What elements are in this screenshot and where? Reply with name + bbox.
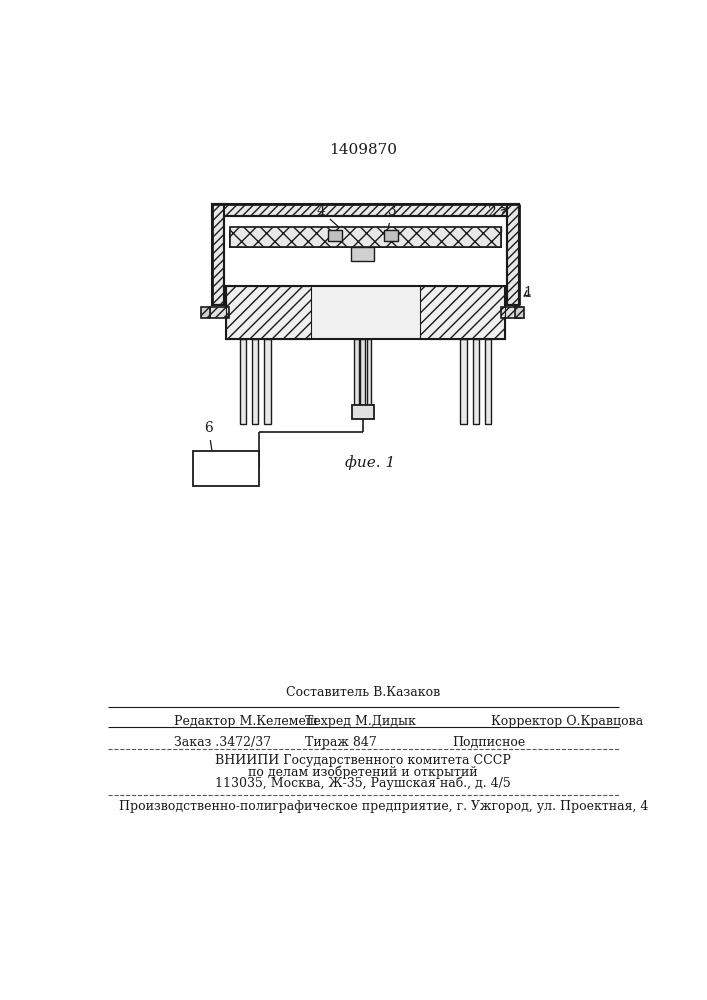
Text: Корректор О.Кравцова: Корректор О.Кравцова: [491, 715, 643, 728]
Bar: [473, 339, 479, 424]
Bar: [224, 216, 507, 305]
Bar: [230, 227, 501, 232]
Bar: [230, 227, 501, 247]
Text: 4: 4: [317, 204, 344, 232]
Text: фие. 1: фие. 1: [345, 455, 396, 470]
Text: Техред М.Дидык: Техред М.Дидык: [305, 715, 416, 728]
Bar: [211, 204, 519, 216]
Text: по делам изобретений и открытий: по делам изобретений и открытий: [248, 765, 477, 779]
Text: 1: 1: [523, 286, 532, 300]
Text: Составитель В.Казаков: Составитель В.Казаков: [286, 686, 440, 699]
Bar: [367, 339, 371, 405]
Text: ВНИИПИ Государственного комитета СССР: ВНИИПИ Государственного комитета СССР: [215, 754, 510, 767]
Bar: [226, 286, 506, 339]
Text: Производственно-полиграфическое предприятие, г. Ужгород, ул. Проектная, 4: Производственно-полиграфическое предприя…: [119, 800, 649, 813]
Bar: [193, 451, 259, 486]
Text: 6: 6: [204, 421, 219, 485]
Bar: [201, 307, 210, 318]
Bar: [230, 232, 501, 247]
Bar: [384, 230, 397, 241]
Bar: [515, 307, 524, 318]
Text: Редактор М.Келемеш: Редактор М.Келемеш: [174, 715, 317, 728]
Bar: [240, 339, 246, 424]
Bar: [361, 339, 365, 405]
Text: 1409870: 1409870: [329, 143, 397, 157]
Bar: [460, 339, 467, 424]
Bar: [264, 339, 271, 424]
Text: 3: 3: [385, 204, 397, 234]
Bar: [328, 230, 341, 241]
Text: Подписное: Подписное: [452, 736, 526, 749]
Text: 5: 5: [340, 322, 349, 336]
Text: Тираж 847: Тираж 847: [305, 736, 377, 749]
Bar: [210, 307, 230, 318]
Text: 2: 2: [487, 205, 508, 219]
Bar: [507, 204, 519, 305]
Bar: [354, 339, 359, 405]
Bar: [352, 405, 373, 419]
Bar: [420, 286, 506, 339]
Bar: [211, 204, 224, 305]
Bar: [252, 339, 258, 424]
Bar: [226, 286, 311, 339]
Bar: [351, 247, 374, 261]
Text: 113035, Москва, Ж-35, Раушская наб., д. 4/5: 113035, Москва, Ж-35, Раушская наб., д. …: [215, 777, 510, 790]
Text: Заказ .3472/37: Заказ .3472/37: [174, 736, 271, 749]
Bar: [501, 307, 521, 318]
Bar: [485, 339, 491, 424]
